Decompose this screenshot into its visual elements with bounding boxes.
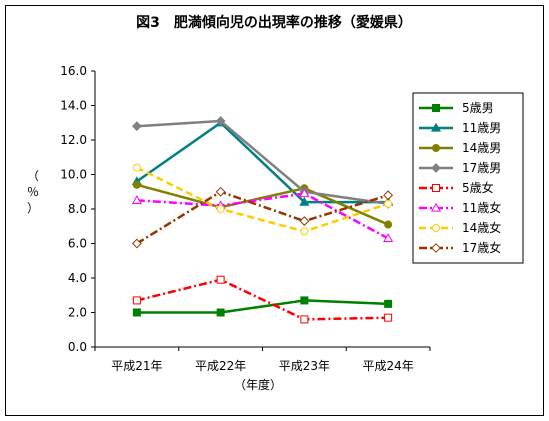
legend-marker	[432, 144, 440, 152]
y-tick-label: 4.0	[68, 271, 87, 285]
legend-label: 5歳男	[462, 101, 494, 115]
data-point	[215, 116, 226, 126]
chart-title: 図3 肥満傾向児の出現率の推移（愛媛県）	[136, 14, 412, 31]
data-point	[215, 186, 226, 197]
y-tick-label: 12.0	[60, 133, 87, 147]
series-line	[136, 190, 389, 245]
legend-marker	[432, 184, 440, 192]
data-point	[132, 163, 141, 172]
data-point	[131, 238, 142, 249]
data-point	[299, 188, 310, 198]
legend-marker	[431, 243, 441, 253]
legend-marker	[432, 104, 440, 112]
legend-box	[412, 92, 524, 264]
legend-entry: 17歳女	[419, 240, 501, 255]
legend-marker	[432, 224, 440, 232]
y-axis-label-char: ％	[27, 185, 39, 199]
y-tick-label: 10.0	[60, 168, 87, 182]
legend-label: 11歳男	[462, 121, 501, 135]
series-line	[136, 166, 389, 233]
data-point	[300, 315, 309, 324]
data-point	[131, 195, 142, 205]
legend-marker	[430, 122, 442, 132]
legend: 5歳男 11歳男 14歳男 17歳男 5歳女 11歳女 14歳女 17歳女	[412, 92, 524, 264]
legend-label: 14歳女	[462, 220, 501, 235]
x-tick-label: 平成21年	[111, 359, 162, 373]
y-axis-label-char: （	[27, 169, 39, 183]
data-point	[384, 199, 393, 208]
legend-label: 5歳女	[462, 180, 494, 195]
x-tick-label: 平成23年	[279, 359, 330, 373]
series-1	[132, 296, 393, 317]
data-point	[384, 220, 393, 229]
y-tick-label: 6.0	[68, 237, 87, 251]
data-point	[132, 296, 141, 305]
x-axis-label: （年度）	[234, 377, 282, 392]
data-point	[383, 190, 394, 201]
legend-entry: 11歳女	[419, 200, 501, 215]
data-point	[216, 205, 225, 213]
x-tick-label: 平成24年	[362, 359, 413, 373]
data-point	[300, 296, 309, 305]
y-tick-label: 16.0	[60, 64, 87, 78]
data-point	[132, 308, 141, 317]
data-point	[384, 299, 393, 308]
legend-entry: 14歳女	[419, 220, 501, 235]
data-point	[383, 233, 394, 242]
legend-entry: 5歳男	[419, 101, 494, 115]
y-tick-label: 8.0	[68, 202, 87, 216]
legend-marker	[431, 163, 441, 173]
data-point	[216, 308, 225, 317]
legend-marker	[430, 202, 442, 212]
series-line	[136, 183, 389, 226]
legend-label: 11歳女	[462, 200, 501, 215]
y-axis-label: （ ％ ）	[27, 169, 39, 215]
x-tick-label: 平成22年	[195, 359, 246, 373]
data-point	[216, 275, 225, 284]
legend-entry: 5歳女	[419, 180, 494, 195]
series-line	[136, 121, 389, 204]
data-point	[299, 216, 310, 226]
series-line	[136, 119, 389, 206]
data-point	[132, 180, 141, 189]
series-5	[132, 275, 393, 324]
series-line	[136, 278, 389, 321]
series-8	[131, 186, 394, 249]
series-line	[136, 299, 389, 314]
data-point	[384, 313, 393, 322]
plot-area: 0.0 2.0 4.0 6.0 8.0 10.0 12.0 14.0 16.0 平成21年 平成22…	[60, 64, 431, 373]
legend-entry: 14歳男	[419, 141, 501, 155]
legend-entry: 11歳男	[419, 121, 501, 135]
legend-label: 17歳女	[462, 240, 501, 255]
legend-label: 14歳男	[462, 141, 501, 155]
y-axis-label-char: ）	[27, 201, 39, 215]
data-point	[300, 227, 309, 236]
legend-entry: 17歳男	[419, 161, 501, 175]
y-tick-label: 14.0	[60, 99, 87, 113]
y-tick-label: 0.0	[68, 340, 87, 354]
data-point	[299, 196, 310, 206]
y-tick-label: 2.0	[68, 306, 87, 320]
data-point	[131, 121, 142, 132]
legend-label: 17歳男	[462, 161, 501, 175]
series-7	[132, 163, 393, 236]
